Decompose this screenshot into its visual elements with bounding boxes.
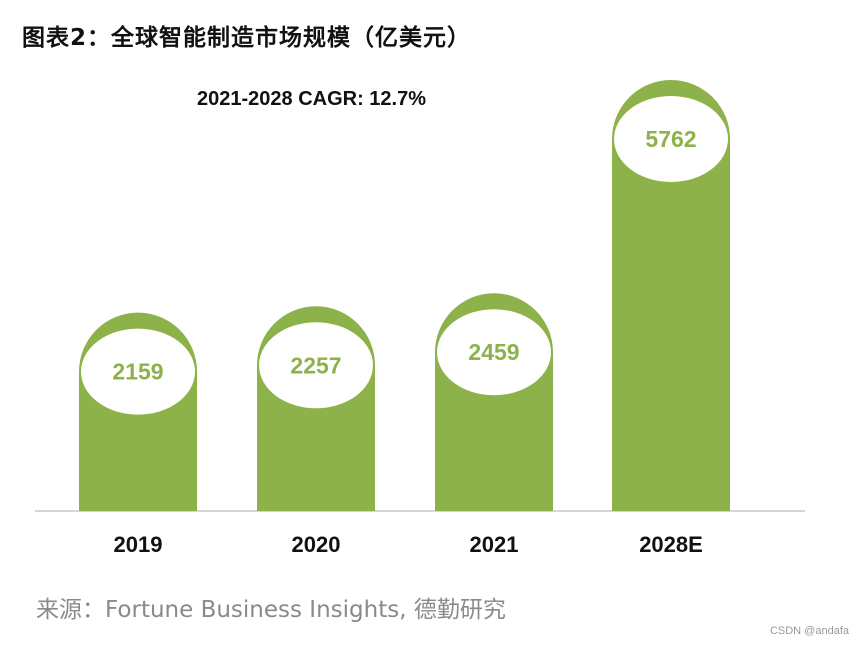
cagr-annotation: 2021-2028 CAGR: 12.7%	[197, 88, 427, 110]
value-label-2020: 2257	[290, 352, 341, 378]
value-label-bubble-2019	[81, 328, 195, 415]
bar-2028E	[612, 139, 730, 511]
value-label-2021: 2459	[468, 339, 519, 365]
value-label-2028E: 5762	[645, 126, 696, 152]
x-tick-2020: 2020	[292, 532, 341, 557]
value-label-bubble-2020	[259, 322, 373, 409]
x-tick-2021: 2021	[470, 532, 519, 557]
chart-title: 图表2：全球智能制造市场规模（亿美元）	[22, 25, 472, 51]
value-label-bubble-2028E	[614, 96, 728, 182]
value-label-bubble-2021	[437, 309, 551, 396]
watermark: CSDN @andafa	[769, 625, 849, 637]
x-tick-2019: 2019	[114, 532, 163, 557]
source-note: 来源：Fortune Business Insights, 德勤研究	[36, 597, 506, 623]
x-tick-labels-group: 2019 2020 2021 2028E	[114, 532, 703, 557]
x-tick-2028E: 2028E	[639, 532, 703, 557]
value-labels-group: 2159 2257 2459 5762	[81, 96, 728, 415]
value-label-2019: 2159	[112, 359, 163, 385]
